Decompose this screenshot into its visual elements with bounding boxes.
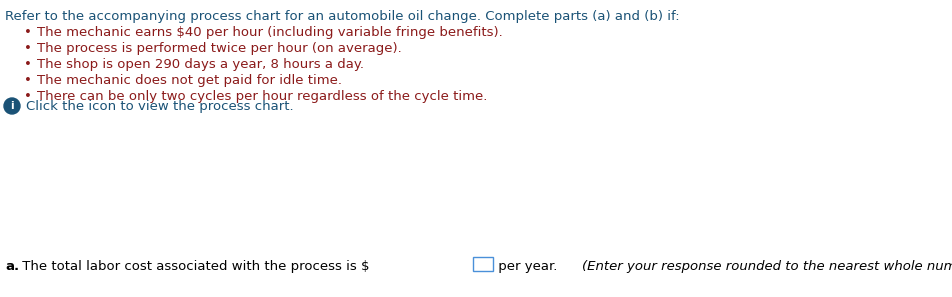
Text: The total labor cost associated with the process is $: The total labor cost associated with the… xyxy=(18,260,369,273)
FancyBboxPatch shape xyxy=(472,257,492,271)
Text: The process is performed twice per hour (on average).: The process is performed twice per hour … xyxy=(37,42,402,55)
Text: a.: a. xyxy=(5,260,19,273)
Circle shape xyxy=(4,98,20,114)
Text: i: i xyxy=(10,101,14,111)
Text: There can be only two cycles per hour regardless of the cycle time.: There can be only two cycles per hour re… xyxy=(37,90,487,103)
Text: •: • xyxy=(24,26,31,39)
Text: •: • xyxy=(24,42,31,55)
Text: (Enter your response rounded to the nearest whole number.): (Enter your response rounded to the near… xyxy=(582,260,952,273)
Text: The mechanic earns $40 per hour (including variable fringe benefits).: The mechanic earns $40 per hour (includi… xyxy=(37,26,503,39)
Text: The mechanic does not get paid for idle time.: The mechanic does not get paid for idle … xyxy=(37,74,342,87)
Text: Click the icon to view the process chart.: Click the icon to view the process chart… xyxy=(26,100,293,113)
Text: •: • xyxy=(24,74,31,87)
Text: Refer to the accompanying process chart for an automobile oil change. Complete p: Refer to the accompanying process chart … xyxy=(5,10,680,23)
Text: per year.: per year. xyxy=(493,260,561,273)
Text: The shop is open 290 days a year, 8 hours a day.: The shop is open 290 days a year, 8 hour… xyxy=(37,58,364,71)
Text: •: • xyxy=(24,90,31,103)
Text: •: • xyxy=(24,58,31,71)
